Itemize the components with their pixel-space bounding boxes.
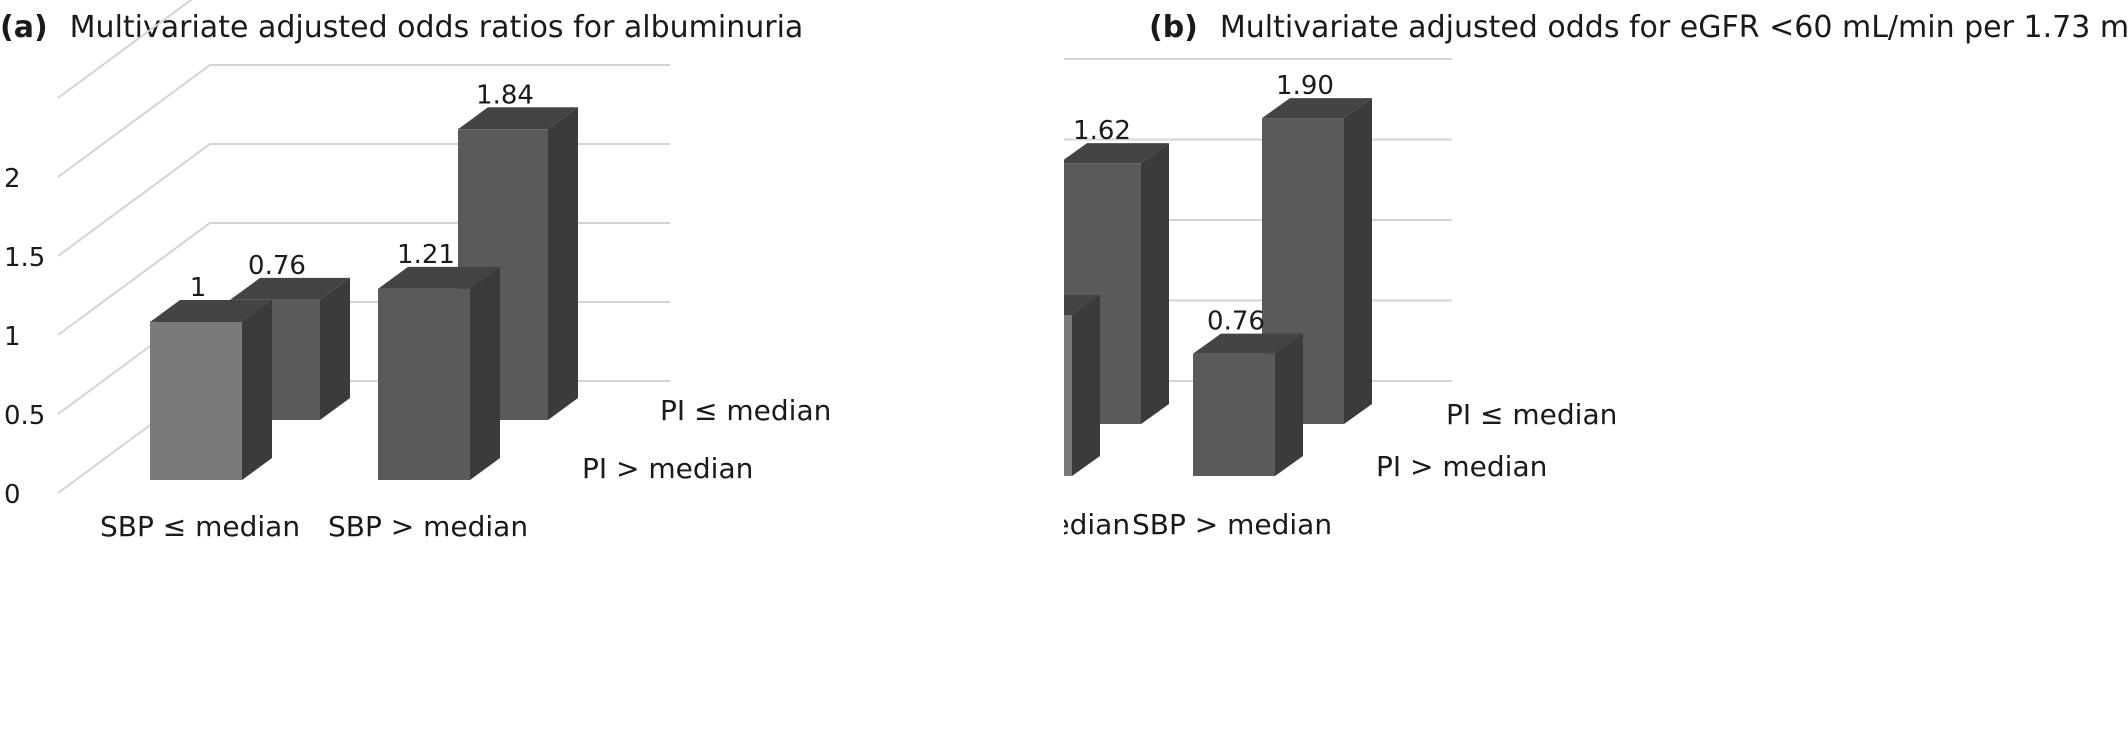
panel-b-title-text: Multivariate adjusted odds for eGFR <60 … (1219, 10, 2128, 45)
panel-b-title: Multivariate adjusted odds for eGFR <60 … (1220, 10, 2128, 45)
gridline (1064, 58, 1452, 60)
bar-side (1072, 295, 1100, 476)
bar-top (1193, 333, 1303, 354)
y-tick-label: 1.5 (4, 243, 45, 273)
y-tick-label: 2 (4, 164, 21, 194)
panel-a-header: (a) Multivariate adjusted odds ratios for… (0, 10, 803, 45)
bar-top (1064, 295, 1100, 315)
bar-top (378, 266, 500, 289)
gridline (57, 0, 193, 99)
bar (150, 322, 242, 480)
series-label: PI ≤ median (660, 394, 831, 427)
series-label: PI > median (1376, 450, 1547, 483)
bar-top (458, 107, 578, 130)
data-label: 0.76 (1207, 307, 1265, 337)
bar-top (1064, 143, 1169, 164)
data-label: 0.76 (248, 251, 306, 281)
gridline (57, 301, 670, 415)
bar-side (242, 300, 272, 480)
category-label: SBP > median (1132, 508, 1332, 541)
bar-side (1344, 98, 1372, 424)
bar (1064, 315, 1072, 476)
data-label: 1.90 (1276, 71, 1334, 101)
bar-top (150, 300, 272, 322)
panel-a-letter: (a) (0, 10, 48, 45)
panel-a-title: Multivariate adjusted odds ratios for al… (69, 10, 804, 45)
bar-side (548, 107, 578, 420)
bar-side (1141, 143, 1169, 424)
gridline (57, 64, 670, 178)
bar-side (1275, 333, 1303, 476)
category-label: SBP ≤ median (100, 510, 300, 543)
y-tick-label: 0 (4, 480, 21, 510)
bar-side (320, 277, 350, 420)
bar (1193, 353, 1275, 476)
gridline (57, 222, 670, 336)
category-label: SBP > median (328, 510, 528, 543)
panel-b-header: (b) Multivariate adjusted odds for eGFR <… (1149, 10, 2128, 45)
chart-panel-a: (a) Multivariate adjusted odds ratios for… (0, 0, 831, 543)
bar-top (230, 277, 350, 300)
bar (378, 288, 470, 480)
data-label: 1.21 (397, 240, 455, 270)
data-label: 1.84 (476, 80, 534, 110)
series-label: PI > median (582, 452, 753, 485)
data-label: 1.62 (1073, 116, 1131, 146)
y-tick-label: 1 (4, 322, 21, 352)
bar-top (1262, 98, 1372, 119)
gridline (1064, 0, 1452, 91)
category-label: SBP ≤ median (1064, 508, 1130, 541)
y-tick-label: 0.5 (4, 401, 45, 431)
chart-a-plot: 0 0.5 1 1.5 2 0.76 1.84 1 1.21 PI > median PI ≤ me… (4, 0, 831, 543)
series-label: PI ≤ median (1446, 398, 1617, 431)
gridline (57, 143, 670, 257)
gridline (57, 380, 670, 494)
chart-panel-b: (b) Multivariate adjusted odds for eGFR <… (1064, 0, 2128, 733)
panel-b-letter: (b) (1149, 10, 1198, 45)
data-label: 1 (190, 273, 207, 303)
bar-side (470, 266, 500, 480)
